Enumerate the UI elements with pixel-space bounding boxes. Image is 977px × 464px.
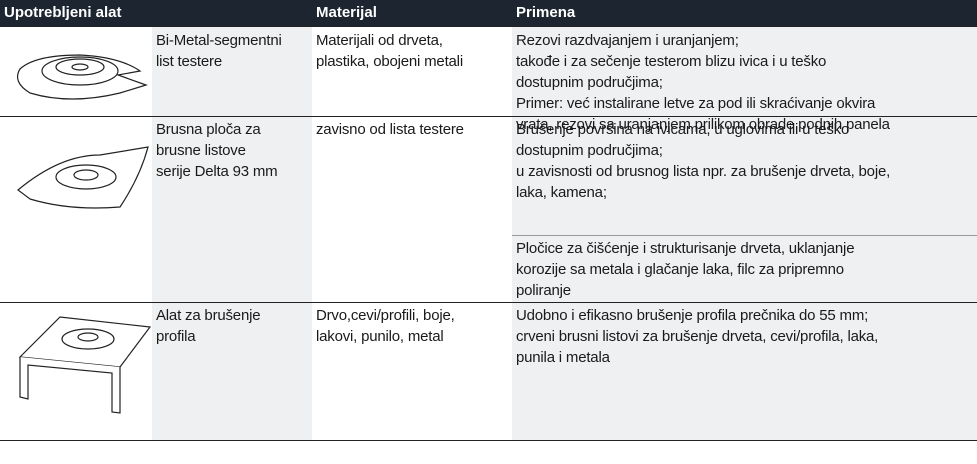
material: zavisno od lista testere xyxy=(316,121,464,138)
row-rule xyxy=(0,302,977,303)
header-cell: Primena xyxy=(516,4,576,21)
tool-name: Brusna ploča za xyxy=(156,121,261,138)
tool-name: serije Delta 93 mm xyxy=(156,163,278,180)
material: plastika, obojeni metali xyxy=(316,53,463,70)
application: korozije sa metala i glačanje laka, filc… xyxy=(516,261,844,278)
column-bg xyxy=(512,27,977,440)
application: poliranje xyxy=(516,282,571,299)
application: dostupnim područjima; xyxy=(516,142,663,159)
application: takođe i za sečenje testerom blizu ivica… xyxy=(516,53,827,70)
application: Brušenje površina na ivicama, u uglovima… xyxy=(516,121,850,138)
tool-icons xyxy=(17,54,152,414)
application: Pločice za čišćenje i strukturisanje drv… xyxy=(516,240,855,257)
application: crveni brusni listovi za brušenje drveta… xyxy=(516,328,879,345)
tool-name: profila xyxy=(156,328,196,345)
application: punila i metala xyxy=(516,349,610,366)
row-rule xyxy=(0,440,977,441)
row-rule xyxy=(0,26,977,27)
header-cell: Upotrebljeni alat xyxy=(4,4,122,21)
material: Drvo,cevi/profili, boje, xyxy=(316,307,455,324)
tool-name: list testere xyxy=(156,53,222,70)
tool-name: Alat za brušenje xyxy=(156,307,261,324)
material: lakovi, punilo, metal xyxy=(316,328,444,345)
material: Materijali od drveta, xyxy=(316,32,443,49)
header-bar: Upotrebljeni alat Materijal Primena xyxy=(0,0,977,27)
application: laka, kamena; xyxy=(516,184,607,201)
row-rule xyxy=(0,116,977,117)
column-bg xyxy=(152,27,312,440)
application: Primer: već instalirane letve za pod ili… xyxy=(516,95,876,112)
application: u zavisnosti od brusnog lista npr. za br… xyxy=(516,163,891,180)
application: Rezovi razdvajanjem i uranjanjem; xyxy=(516,32,739,49)
application: Udobno i efikasno brušenje profila prečn… xyxy=(516,307,869,324)
application: dostupnim područjima; xyxy=(516,74,663,91)
paragraph-rule xyxy=(512,235,977,236)
tool-name: Bi-Metal-segmentni xyxy=(156,32,282,49)
application: vrata, rezovi sa uranjanjem prilikom obr… xyxy=(516,116,890,133)
tool-name: brusne listove xyxy=(156,142,246,159)
header-cell: Materijal xyxy=(316,4,377,21)
